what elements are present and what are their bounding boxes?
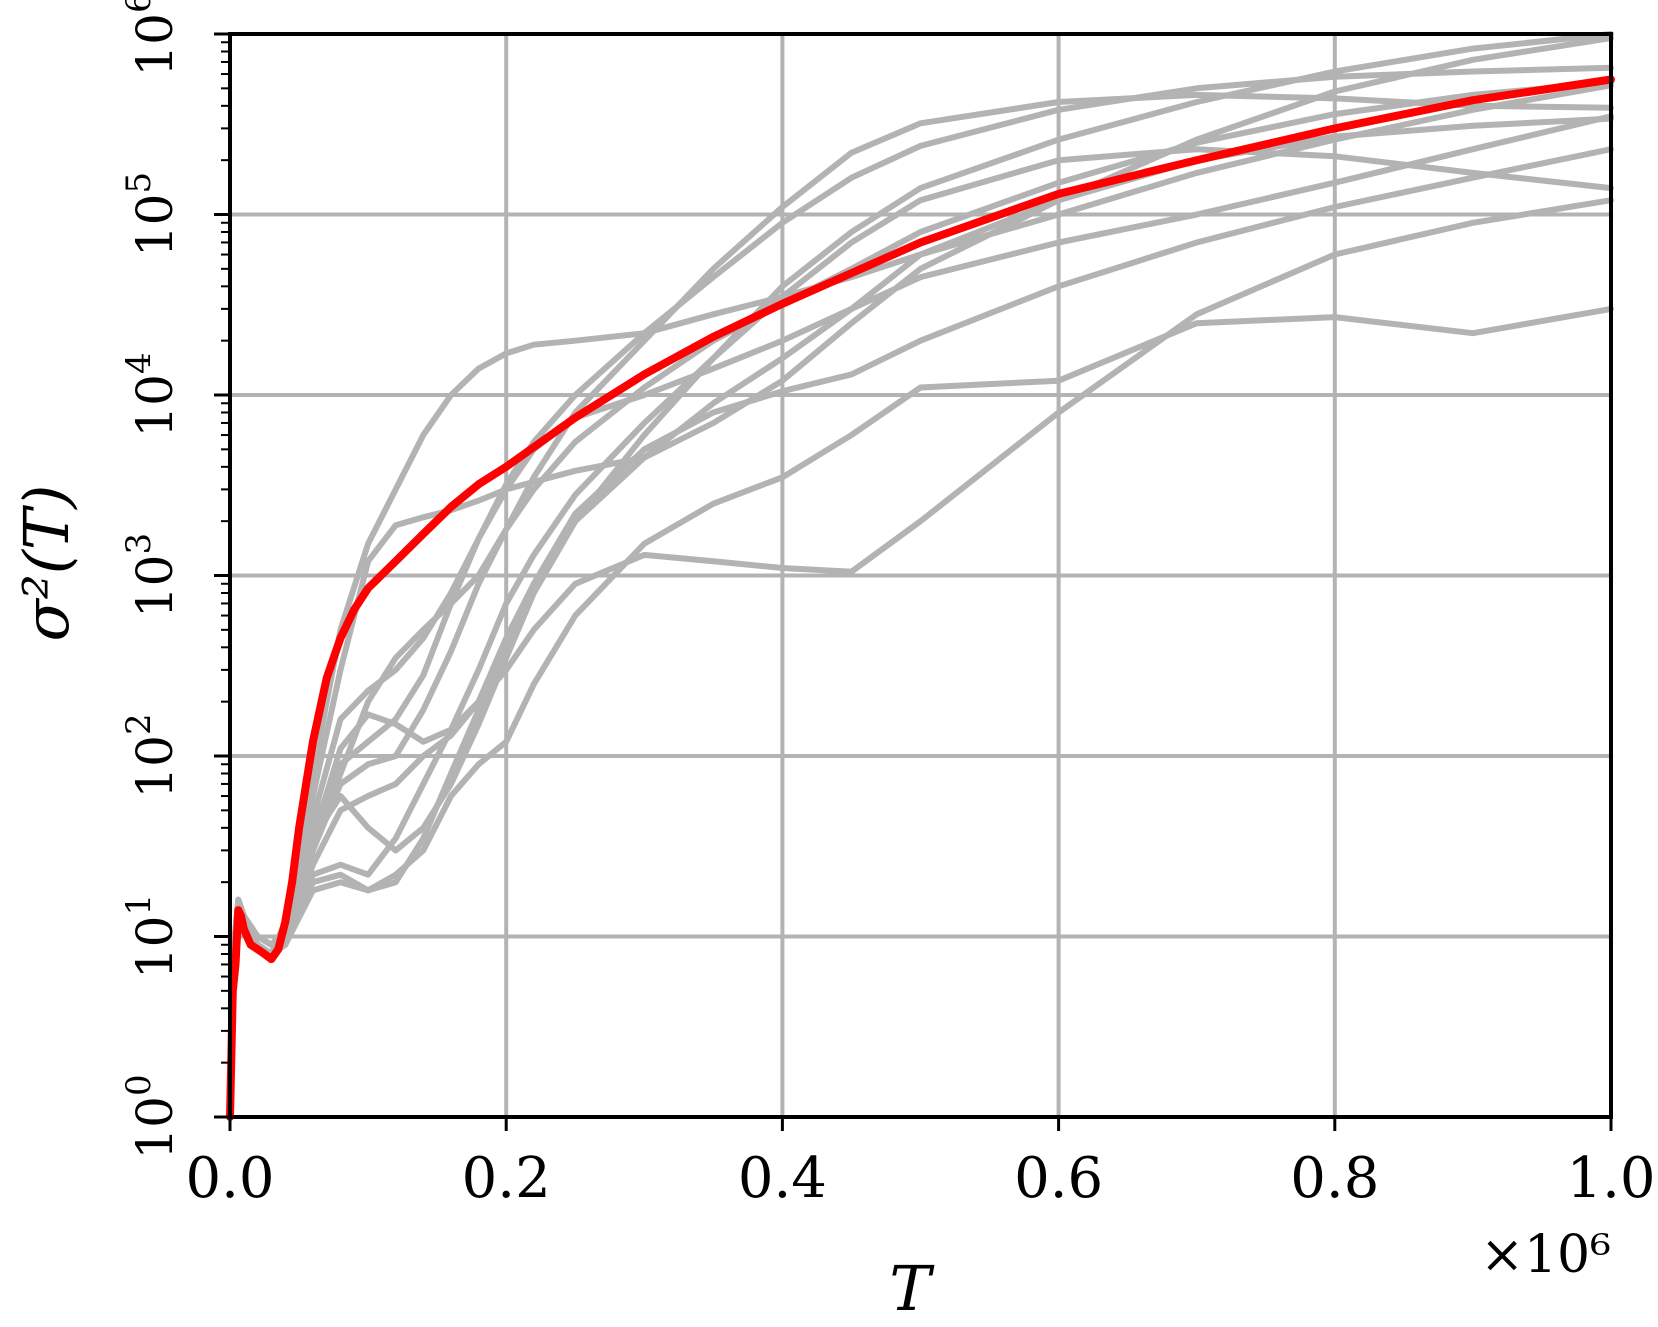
x-tick-label-3: 0.6 xyxy=(1014,1146,1103,1211)
x-axis-label: T xyxy=(889,1252,935,1325)
y-tick-label-6: 106 xyxy=(119,0,184,77)
mean-line xyxy=(226,75,1615,1121)
trajectory-line-11 xyxy=(227,113,1614,1120)
x-tick-label-0: 0.0 xyxy=(185,1146,274,1211)
x-tick-label-4: 0.8 xyxy=(1290,1146,1379,1211)
x-axis-multiplier: ×10⁶ xyxy=(1480,1225,1611,1285)
y-tick-label-0: 100 xyxy=(119,1074,184,1159)
y-tick-label-2: 102 xyxy=(119,713,184,798)
trajectory-line-12 xyxy=(227,91,1614,1120)
y-tick-label-3: 103 xyxy=(119,533,184,618)
tick-labels: 0.0 0.2 0.4 0.6 0.8 1.0 100 101 102 103 104 105 106 xyxy=(119,0,1656,1211)
y-tick-label-5: 105 xyxy=(119,172,184,257)
x-tick-label-2: 0.4 xyxy=(738,1146,827,1211)
ticks xyxy=(214,32,1613,1131)
x-tick-label-1: 0.2 xyxy=(462,1146,551,1211)
trajectory-line-10 xyxy=(227,305,1614,1120)
y-tick-label-1: 101 xyxy=(119,894,184,979)
mean-curve-layer xyxy=(226,75,1615,1121)
x-tick-label-5: 1.0 xyxy=(1566,1146,1655,1211)
y-tick-label-4: 104 xyxy=(119,352,184,437)
trajectory-line-7 xyxy=(227,64,1614,1120)
y-axis-label: σ²(T) xyxy=(10,485,83,642)
grid xyxy=(230,34,1611,1117)
